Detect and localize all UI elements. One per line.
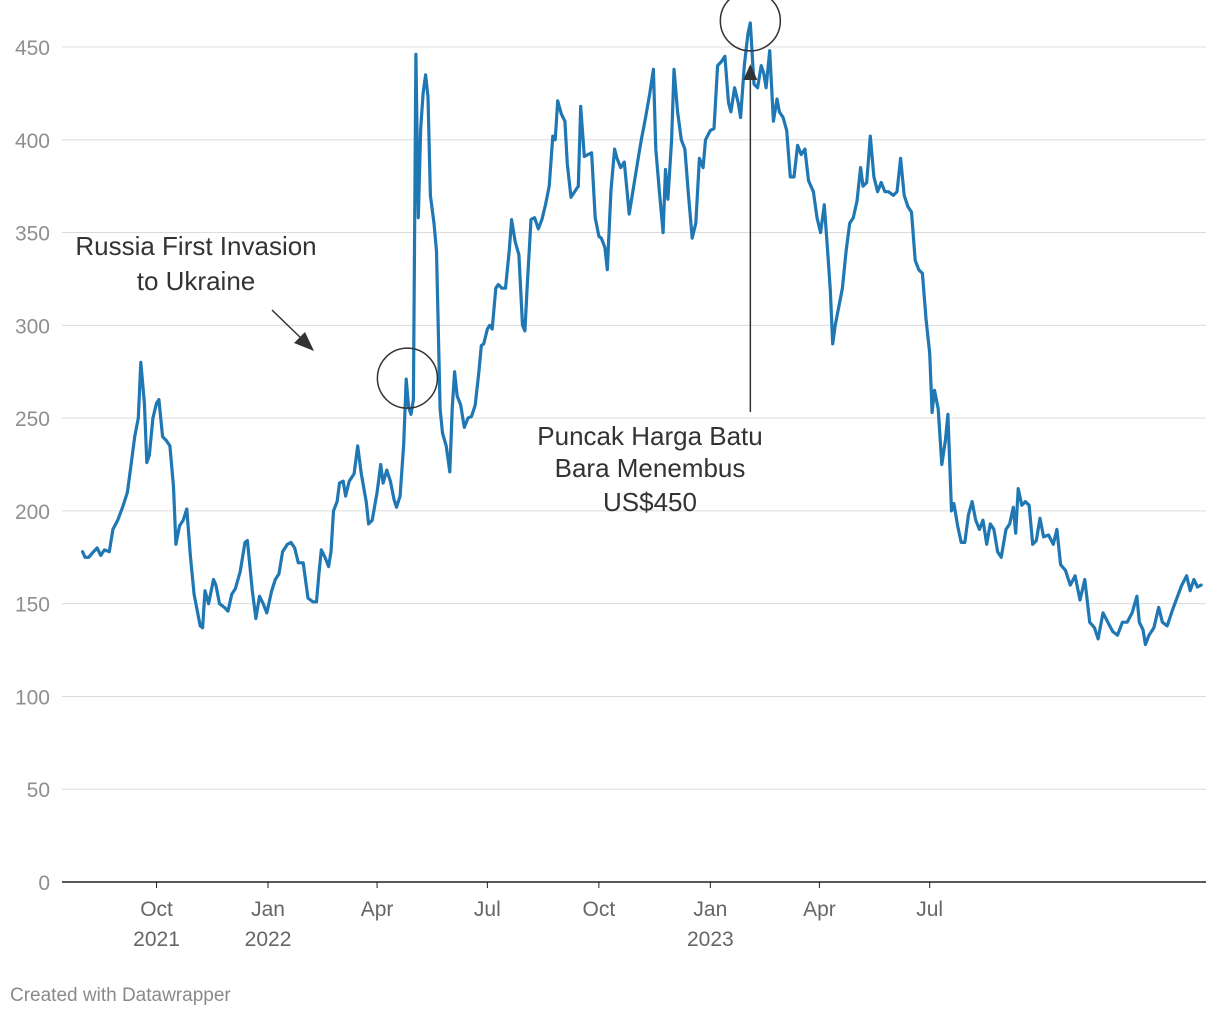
x-tick-label-5-2: 2023 <box>687 928 734 951</box>
annotation-peak-arrow-head <box>743 64 758 80</box>
y-axis-tick-labels: 0 50 100 150 200 250 300 350 400 450 <box>15 37 50 895</box>
footer-credit: Created with Datawrapper <box>10 985 231 1006</box>
annotation-russia-arrow-head <box>294 332 314 351</box>
x-tick-label-4-1: Oct <box>583 898 616 921</box>
coal-price-line-chart: 0 50 100 150 200 250 300 350 400 450 Oct 2021 Jan 20… <box>15 0 1206 951</box>
annotation-russia-invasion: Russia First Invasion to Ukraine <box>75 231 439 409</box>
x-axis-tick-labels: Oct 2021 Jan 2022 Apr Jul Oct Jan 2023 Apr Jul <box>133 882 943 951</box>
x-tick-label-1-2: 2022 <box>245 928 292 951</box>
annotation-russia-line-2: to Ukraine <box>137 266 256 296</box>
x-tick-label-3-1: Jul <box>474 898 501 921</box>
y-tick-label-350: 350 <box>15 223 50 246</box>
annotation-peak-circle <box>719 0 782 52</box>
y-tick-label-300: 300 <box>15 315 50 338</box>
annotation-peak-line-2: Bara Menembus <box>555 453 746 483</box>
y-tick-label-250: 250 <box>15 408 50 431</box>
x-tick-label-1-1: Jan <box>251 898 285 921</box>
x-tick-label-7-1: Jul <box>916 898 943 921</box>
x-tick-label-2-1: Apr <box>361 898 394 921</box>
annotation-russia-circle <box>376 347 439 409</box>
y-tick-label-0: 0 <box>38 872 50 895</box>
x-tick-label-0-2: 2021 <box>133 928 180 951</box>
x-tick-label-0-1: Oct <box>140 898 173 921</box>
x-tick-label-6-1: Apr <box>803 898 836 921</box>
annotation-peak-line-3: US$450 <box>603 487 697 517</box>
annotation-price-peak: Puncak Harga Batu Bara Menembus US$450 <box>537 0 782 517</box>
y-tick-label-50: 50 <box>27 779 50 802</box>
annotation-russia-arrow-line <box>271 309 306 343</box>
y-tick-label-450: 450 <box>15 37 50 60</box>
x-tick-label-5-1: Jan <box>693 898 727 921</box>
gridlines <box>62 46 1206 790</box>
y-tick-label-400: 400 <box>15 130 50 153</box>
coal-price-series-line <box>81 21 1203 647</box>
annotation-peak-line-1: Puncak Harga Batu <box>537 421 762 451</box>
y-tick-label-200: 200 <box>15 501 50 524</box>
y-tick-label-100: 100 <box>15 686 50 709</box>
annotation-russia-line-1: Russia First Invasion <box>75 231 316 261</box>
y-tick-label-150: 150 <box>15 594 50 617</box>
